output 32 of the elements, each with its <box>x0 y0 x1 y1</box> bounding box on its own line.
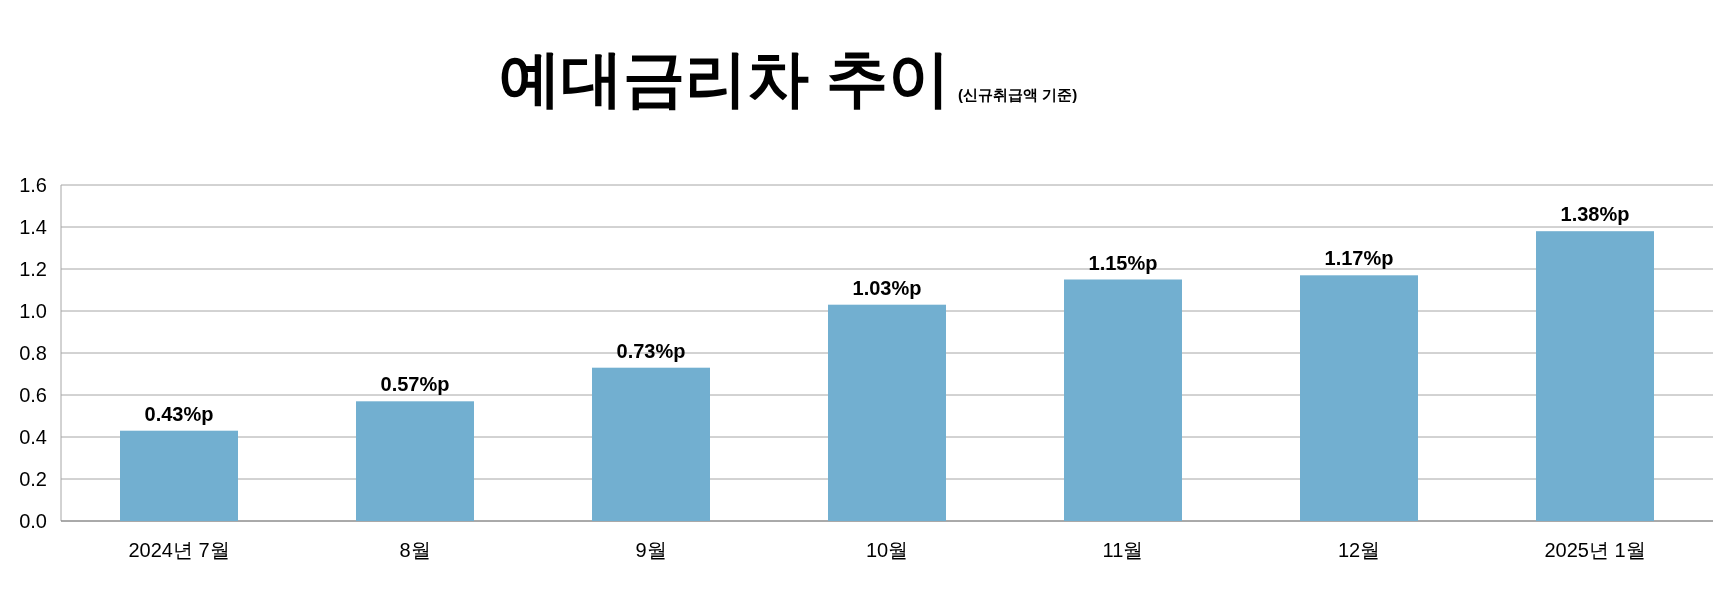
y-tick-label: 0.8 <box>19 342 47 364</box>
data-label: 1.17%p <box>1324 247 1394 270</box>
x-tick-label: 12월 <box>1337 539 1381 561</box>
y-tick-label: 1.0 <box>19 300 47 322</box>
x-tick-label: 10월 <box>865 539 909 561</box>
y-tick-label: 0.4 <box>19 426 47 448</box>
x-tick-label: 11월 <box>1102 539 1144 561</box>
y-tick-label: 0.2 <box>19 468 47 490</box>
bar <box>828 304 946 521</box>
bar <box>1064 279 1182 521</box>
x-tick-label: 2024년 7월 <box>128 539 230 561</box>
y-tick-label: 1.2 <box>19 258 47 280</box>
data-label: 1.38%p <box>1560 203 1630 226</box>
bar <box>120 430 238 521</box>
y-tick-label: 0.0 <box>19 510 47 532</box>
bar <box>1300 275 1418 521</box>
chart-title: 예대금리차 추이 <box>498 44 950 113</box>
y-tick-label: 0.6 <box>19 384 47 406</box>
bar <box>592 367 710 521</box>
data-label: 1.15%p <box>1088 251 1158 274</box>
y-tick-label: 1.6 <box>19 174 47 196</box>
x-tick-label: 9월 <box>635 539 667 561</box>
data-label: 0.43%p <box>144 402 214 425</box>
bar <box>1536 231 1654 521</box>
data-label: 1.03%p <box>852 276 922 299</box>
x-tick-label: 2025년 1월 <box>1544 539 1646 561</box>
data-label: 0.73%p <box>616 339 686 362</box>
y-tick-label: 1.4 <box>19 216 47 238</box>
x-tick-label: 8월 <box>399 539 431 561</box>
bar <box>356 401 474 521</box>
data-label: 0.57%p <box>380 373 450 396</box>
chart-subtitle: (신규취급액 기준) <box>958 86 1078 103</box>
